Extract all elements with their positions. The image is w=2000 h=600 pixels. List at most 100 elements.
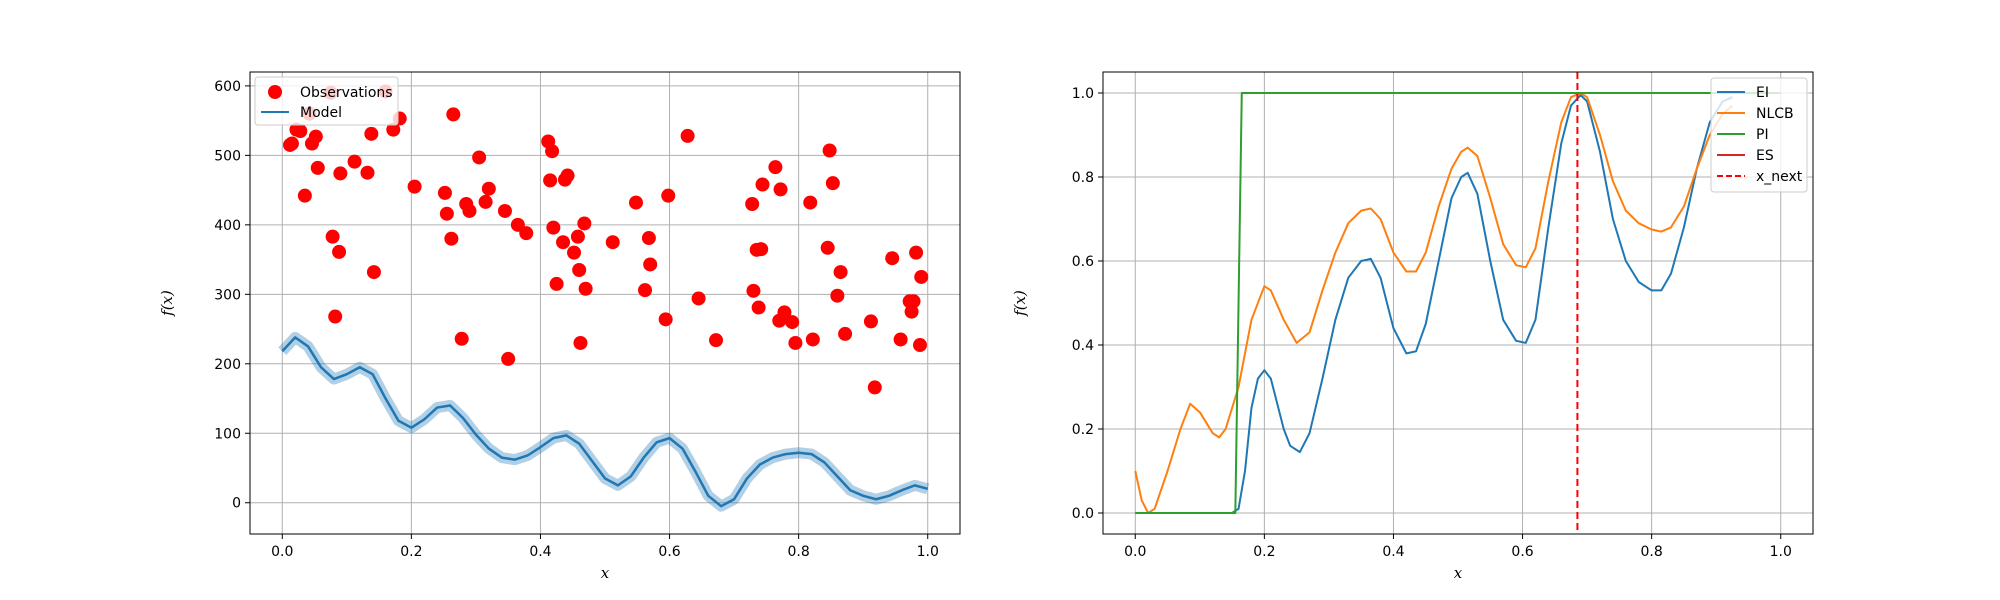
y-tick-label: 1.0 [1072,86,1094,102]
left-chart-legend: Observations Model [254,76,399,126]
y-tick-label: 0.4 [1072,338,1094,354]
observation-point [328,309,343,324]
x-tick-label: 0.0 [271,544,293,560]
observation-point [661,188,676,203]
observation-point [803,195,818,210]
right-chart-y-label: f(x) [1011,290,1029,317]
observation-point [472,150,487,165]
left-chart-y-label: f(x) [158,290,176,317]
x-tick-label: 0.2 [400,544,422,560]
observation-point [360,165,375,180]
observation-point [497,203,512,218]
observation-point [366,265,381,280]
x-tick-label: 0.6 [658,544,680,560]
x-tick-label: 1.0 [917,544,939,560]
observation-point [745,197,760,211]
x-tick-label: 0.0 [1124,544,1146,560]
observation-point [822,143,837,158]
observation-point [605,235,620,250]
observation-point [407,179,422,194]
observation-point [308,129,323,144]
legend-label-ei: EI [1756,85,1769,101]
right-chart-x-ticks: 0.0 0.2 0.4 0.6 0.8 1.0 [1124,534,1792,560]
right-chart-y-ticks: 0.0 0.2 0.4 0.6 0.8 1.0 [1072,86,1103,522]
observation-point [867,380,882,395]
observation-point [462,203,477,218]
left-chart: 0.0 0.2 0.4 0.6 0.8 1.0 0 100 200 300 400 500 600 x… [158,71,961,582]
pi-line [1135,92,1781,514]
observation-point [501,351,516,366]
observation-point [347,154,362,169]
observation-point [777,305,792,320]
observation-point [332,244,347,259]
observation-point [820,240,835,255]
observation-point [439,206,454,221]
observation-point [545,144,560,159]
observation-point [567,245,582,260]
right-chart-frame [1102,71,1814,535]
x-tick-label: 0.2 [1253,544,1275,560]
x-tick-label: 0.4 [1382,544,1404,560]
observation-point [546,220,561,235]
y-tick-label: 0.0 [1072,506,1094,522]
observation-point [833,265,848,280]
y-tick-label: 0.8 [1072,170,1094,186]
observation-point [885,251,900,266]
observation-point [838,326,853,341]
observation-point [573,335,588,350]
observation-point [549,276,564,291]
observation-point [572,263,587,277]
x-tick-label: 0.6 [1511,544,1533,560]
observation-point [325,229,340,244]
ei-line [1135,94,1733,514]
observation-point [785,315,800,330]
left-chart-x-ticks: 0.0 0.2 0.4 0.6 0.8 1.0 [271,534,939,560]
left-chart-y-ticks: 0 100 200 300 400 500 600 [214,79,250,512]
observation-point [768,160,783,175]
observation-point [519,226,534,241]
observation-point [825,176,840,191]
observation-point [437,185,452,200]
observation-point [284,136,299,151]
left-chart-x-label: x [601,564,610,582]
observation-point [577,216,592,231]
observation-point [364,126,379,141]
observation-point [755,177,770,192]
observation-point [560,168,575,183]
x-tick-label: 0.8 [788,544,810,560]
right-chart-legend: EI NLCB PI ES x_next [1710,77,1808,193]
nlcb-line [1134,92,1733,514]
y-tick-label: 0 [232,496,241,512]
observation-point [773,182,788,197]
left-chart-lines [281,336,929,508]
left-chart-frame [249,71,961,535]
observation-point [333,166,348,181]
observation-point [628,195,643,210]
observation-point [805,332,820,347]
observation-point [481,181,496,196]
y-tick-label: 400 [214,218,241,234]
observation-point [638,283,653,298]
observation-point [556,235,571,250]
x-tick-label: 1.0 [1770,544,1792,560]
observation-point [444,231,459,246]
x-tick-label: 0.4 [529,544,551,560]
observation-point [641,231,656,246]
legend-label-x-next: x_next [1756,169,1803,185]
right-chart-legend-box [1710,77,1808,193]
observation-point [751,300,766,315]
y-tick-label: 0.6 [1072,254,1094,270]
observation-point [830,288,845,303]
legend-label-nlcb: NLCB [1756,106,1794,122]
legend-marker-observations [268,85,282,99]
right-chart-x-label: x [1454,564,1463,582]
observation-point [906,294,921,309]
observation-point [709,333,724,348]
left-chart-legend-box [254,76,399,126]
observation-point [446,107,461,122]
observation-point [680,128,695,143]
observation-point [863,314,878,329]
observation-point [904,304,919,319]
observation-point [454,331,469,346]
